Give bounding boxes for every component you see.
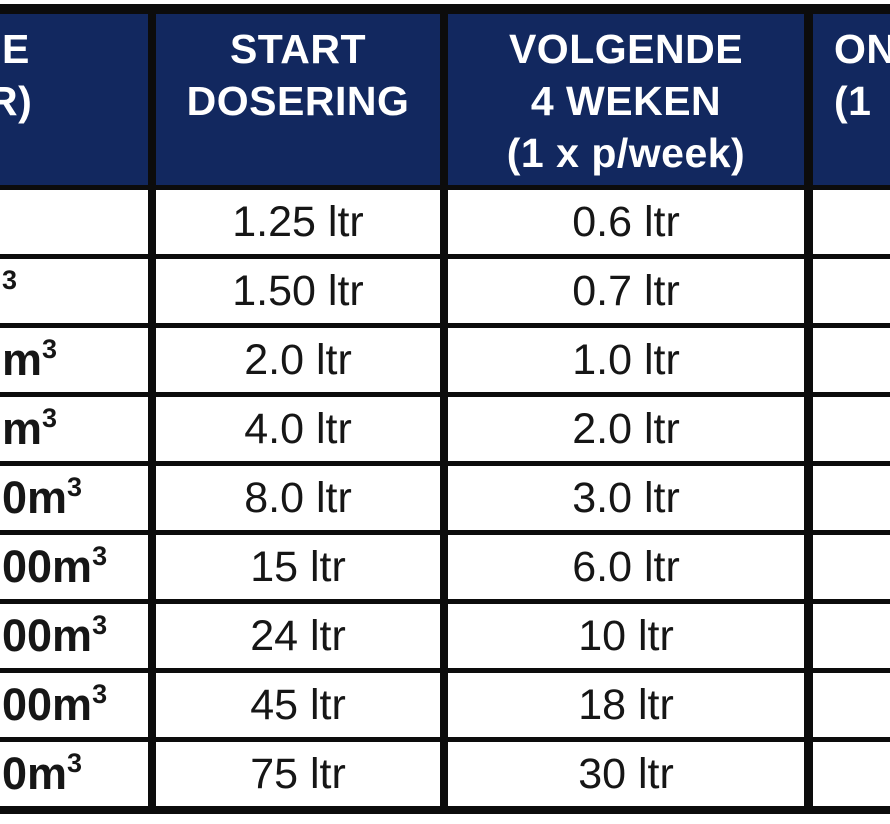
pond-size-cell: 00m3 <box>0 535 148 599</box>
start-dose-cell: 8.0 ltr <box>148 466 440 530</box>
pond-size-cell: 3 <box>0 259 148 323</box>
maintenance-dose-cell <box>804 535 890 599</box>
start-dose-cell: 15 ltr <box>148 535 440 599</box>
table-row: 3 1.50 ltr 0.7 ltr <box>0 254 890 323</box>
cubic-meter-superscript: 3 <box>67 748 83 778</box>
pond-size-cell: 00m3 <box>0 673 148 737</box>
maintenance-dose-cell <box>804 328 890 392</box>
table-row: 1.25 ltr 0.6 ltr <box>0 185 890 254</box>
header-start-dosing: START DOSERING <box>148 14 440 185</box>
weekly-dose-cell: 0.7 ltr <box>440 259 804 323</box>
table-row: 0m3 8.0 ltr 3.0 ltr <box>0 461 890 530</box>
table-row: 00m3 24 ltr 10 ltr <box>0 599 890 668</box>
weekly-dose-cell: 3.0 ltr <box>440 466 804 530</box>
header-maintenance-line2: (1 <box>834 78 872 124</box>
pond-size-cell: 0m3 <box>0 466 148 530</box>
maintenance-dose-cell <box>804 397 890 461</box>
start-dose-cell: 75 ltr <box>148 742 440 806</box>
maintenance-dose-cell <box>804 604 890 668</box>
start-dose-cell: 1.25 ltr <box>148 190 440 254</box>
cubic-meter-superscript: 3 <box>42 403 58 433</box>
start-dose-cell: 24 ltr <box>148 604 440 668</box>
weekly-dose-cell: 10 ltr <box>440 604 804 668</box>
pond-size-cell <box>0 190 148 254</box>
dosing-table: E R) START DOSERING VOLGENDE 4 WEKEN (1 … <box>0 4 890 814</box>
header-maintenance-line1: ON <box>834 26 890 72</box>
weekly-dose-cell: 30 ltr <box>440 742 804 806</box>
start-dose-cell: 1.50 ltr <box>148 259 440 323</box>
header-next-4-weeks: VOLGENDE 4 WEKEN (1 x p/week) <box>440 14 804 185</box>
table-row: 00m3 15 ltr 6.0 ltr <box>0 530 890 599</box>
weekly-dose-cell: 6.0 ltr <box>440 535 804 599</box>
header-next-4-weeks-line2: 4 WEKEN <box>530 78 722 124</box>
start-dose-cell: 45 ltr <box>148 673 440 737</box>
header-next-4-weeks-line3: (1 x p/week) <box>506 130 746 176</box>
header-pond-size: E R) <box>0 14 148 185</box>
cubic-meter-superscript: 3 <box>92 610 108 640</box>
table-row: m3 4.0 ltr 2.0 ltr <box>0 392 890 461</box>
pond-size-cell: m3 <box>0 328 148 392</box>
table-row: 0m3 75 ltr 30 ltr <box>0 737 890 806</box>
pond-size-cell: m3 <box>0 397 148 461</box>
weekly-dose-cell: 2.0 ltr <box>440 397 804 461</box>
start-dose-cell: 2.0 ltr <box>148 328 440 392</box>
header-next-4-weeks-line1: VOLGENDE <box>508 26 744 72</box>
maintenance-dose-cell <box>804 466 890 530</box>
maintenance-dose-cell <box>804 742 890 806</box>
start-dose-cell: 4.0 ltr <box>148 397 440 461</box>
maintenance-dose-cell <box>804 673 890 737</box>
table-row: 00m3 45 ltr 18 ltr <box>0 668 890 737</box>
weekly-dose-cell: 0.6 ltr <box>440 190 804 254</box>
cubic-meter-superscript: 3 <box>92 541 108 571</box>
cubic-meter-superscript: 3 <box>67 472 83 502</box>
table-header-row: E R) START DOSERING VOLGENDE 4 WEKEN (1 … <box>0 14 890 185</box>
table-row: m3 2.0 ltr 1.0 ltr <box>0 323 890 392</box>
header-start-dosing-line2: DOSERING <box>186 78 410 124</box>
maintenance-dose-cell <box>804 259 890 323</box>
pond-size-cell: 0m3 <box>0 742 148 806</box>
header-start-dosing-line1: START <box>229 26 367 72</box>
cubic-meter-superscript: 3 <box>42 334 58 364</box>
header-pond-size-line2: R) <box>0 78 33 124</box>
weekly-dose-cell: 1.0 ltr <box>440 328 804 392</box>
cubic-meter-superscript: 3 <box>92 679 108 709</box>
weekly-dose-cell: 18 ltr <box>440 673 804 737</box>
maintenance-dose-cell <box>804 190 890 254</box>
header-maintenance: ON (1 <box>804 14 890 185</box>
header-pond-size-line1: E <box>2 26 30 72</box>
cubic-meter-superscript: 3 <box>2 265 18 295</box>
pond-size-cell: 00m3 <box>0 604 148 668</box>
